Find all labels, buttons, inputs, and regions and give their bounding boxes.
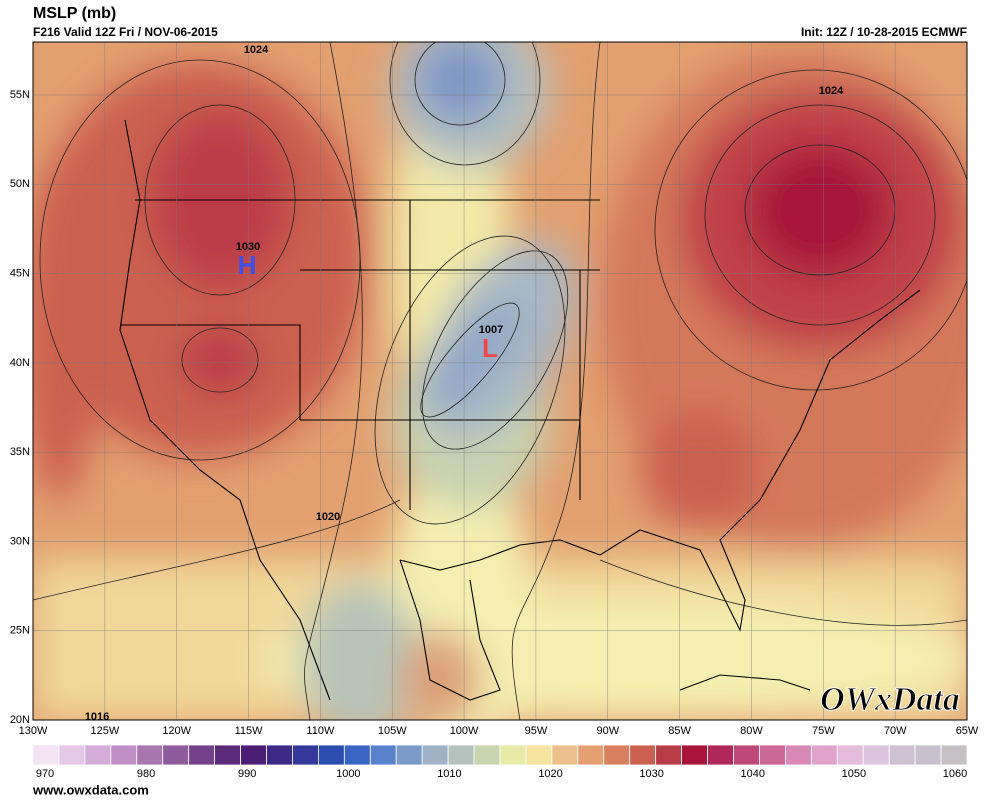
colorbar: 970 980 990 1000 1010 1020 1030 1040 1050 1060 xyxy=(32,744,968,780)
colorbar-swatch xyxy=(369,744,397,766)
contour-label: 1016 xyxy=(85,711,109,723)
colorbar-label: 1060 xyxy=(943,768,967,780)
center-value: 1007 xyxy=(479,324,503,336)
latitude-label: 30N xyxy=(10,535,30,547)
colorbar-swatch xyxy=(421,744,449,766)
contour-label: 1024 xyxy=(244,44,269,56)
longitude-label: 120W xyxy=(162,725,191,737)
colorbar-swatch xyxy=(136,744,164,766)
contour-label: 1024 xyxy=(819,85,844,97)
colorbar-swatch xyxy=(836,744,864,766)
map-frame xyxy=(32,41,968,721)
colorbar-label: 970 xyxy=(36,768,54,780)
colorbar-swatch xyxy=(603,744,631,766)
colorbar-swatch xyxy=(266,744,293,766)
colorbar-swatch xyxy=(525,744,553,766)
colorbar-label: 1020 xyxy=(538,768,562,780)
colorbar-swatch xyxy=(84,744,112,766)
colorbar-swatch xyxy=(681,744,708,766)
latitude-label: 50N xyxy=(10,178,30,190)
colorbar-swatch xyxy=(733,744,760,766)
colorbar-swatch xyxy=(759,744,786,766)
latitude-label: 55N xyxy=(10,89,30,101)
colorbar-swatch xyxy=(447,744,475,766)
colorbar-swatch xyxy=(707,744,734,766)
center-value: 1030 xyxy=(236,241,260,253)
colorbar-swatch xyxy=(862,744,890,766)
longitude-label: 85W xyxy=(668,725,691,737)
colorbar-swatch xyxy=(110,744,138,766)
latitude-label: 45N xyxy=(10,267,30,279)
latitude-label: 40N xyxy=(10,357,30,369)
contour-label: 1020 xyxy=(316,511,340,523)
colorbar-swatch xyxy=(395,744,423,766)
longitude-label: 70W xyxy=(884,725,907,737)
colorbar-swatch xyxy=(162,744,190,766)
longitude-label: 100W xyxy=(450,725,479,737)
colorbar-swatch xyxy=(784,744,812,766)
longitude-label: 75W xyxy=(812,725,835,737)
init-time: Init: 12Z / 10-28-2015 ECMWF xyxy=(801,25,967,39)
colorbar-swatch xyxy=(914,744,942,766)
map-field xyxy=(33,42,967,720)
colorbar-label: 1040 xyxy=(741,768,765,780)
colorbar-swatch xyxy=(317,744,345,766)
colorbar-label: 1030 xyxy=(639,768,663,780)
longitude-label: 95W xyxy=(525,725,548,737)
graticule xyxy=(33,42,967,720)
valid-time: F216 Valid 12Z Fri / NOV-06-2015 xyxy=(33,25,218,39)
colorbar-swatch xyxy=(58,744,86,766)
longitude-label: 105W xyxy=(378,725,407,737)
longitude-label: 90W xyxy=(596,725,619,737)
colorbar-swatch xyxy=(810,744,838,766)
colorbar-swatch xyxy=(551,744,579,766)
latitude-label: 20N xyxy=(10,714,30,726)
colorbar-swatch xyxy=(629,744,657,766)
colorbar-swatch xyxy=(32,744,60,766)
isobars xyxy=(33,42,967,720)
coastlines xyxy=(119,119,921,701)
colorbar-label: 1050 xyxy=(842,768,866,780)
colorbar-swatch xyxy=(473,744,501,766)
colorbar-label: 980 xyxy=(137,768,155,780)
colorbar-label: 1010 xyxy=(437,768,461,780)
colorbar-swatch xyxy=(888,744,916,766)
colorbar-swatch xyxy=(292,744,319,766)
colorbar-swatch xyxy=(577,744,605,766)
colorbar-swatch xyxy=(188,744,216,766)
longitude-label: 110W xyxy=(306,725,335,737)
colorbar-swatch xyxy=(240,744,267,766)
colorbar-label: 990 xyxy=(238,768,256,780)
colorbar-swatch xyxy=(214,744,241,766)
high-marker: H xyxy=(238,250,257,280)
footer-url: www.owxdata.com xyxy=(32,782,149,797)
colorbar-swatch xyxy=(499,744,527,766)
colorbar-swatch xyxy=(343,744,371,766)
logo: OWxData xyxy=(820,681,960,718)
latitude-label: 25N xyxy=(10,625,30,637)
longitude-label: 130W xyxy=(19,725,48,737)
latitude-label: 35N xyxy=(10,446,30,458)
colorbar-label: 1000 xyxy=(336,768,360,780)
low-marker: L xyxy=(482,333,498,363)
longitude-label: 65W xyxy=(956,725,979,737)
colorbar-swatch xyxy=(940,744,968,766)
longitude-label: 80W xyxy=(740,725,763,737)
title: MSLP (mb) xyxy=(33,5,116,22)
longitude-label: 115W xyxy=(235,725,264,737)
colorbar-swatch xyxy=(655,744,683,766)
longitude-label: 125W xyxy=(90,725,119,737)
